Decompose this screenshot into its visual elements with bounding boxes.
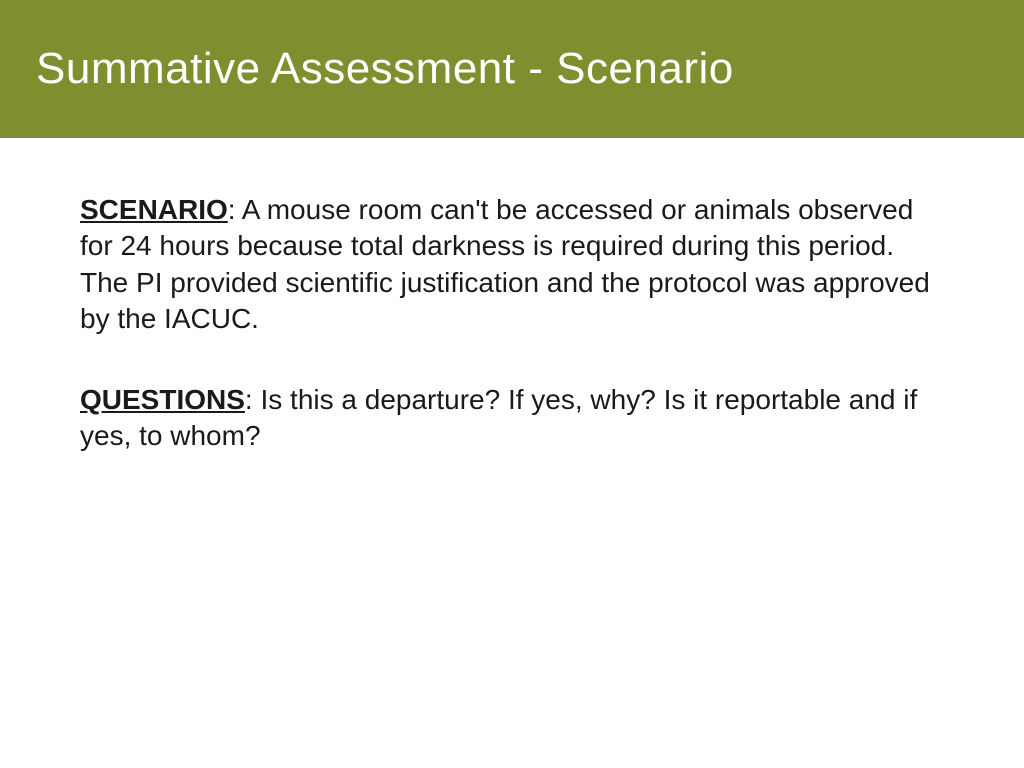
scenario-paragraph: SCENARIO: A mouse room can't be accessed… (80, 192, 944, 338)
questions-label: QUESTIONS (80, 384, 245, 415)
slide-title: Summative Assessment - Scenario (36, 44, 988, 94)
questions-paragraph: QUESTIONS: Is this a departure? If yes, … (80, 382, 944, 455)
slide-header: Summative Assessment - Scenario (0, 0, 1024, 138)
scenario-label: SCENARIO (80, 194, 228, 225)
slide-body: SCENARIO: A mouse room can't be accessed… (0, 138, 1024, 454)
